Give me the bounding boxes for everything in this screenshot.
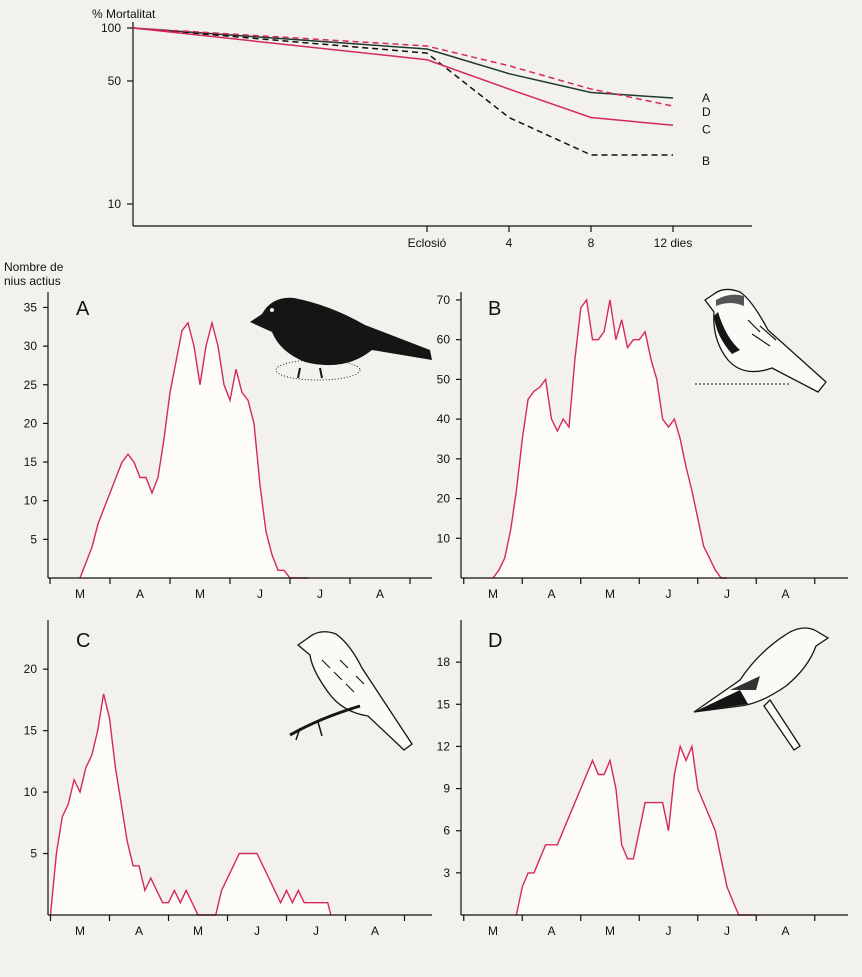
panel-a: Nombre de nius actius A 5 10 15 20 25 30 35 M A M J… <box>4 260 432 601</box>
panel-d-letter: D <box>488 630 502 652</box>
panel-b-month-label-0: M <box>488 587 498 601</box>
panel-a-month-label-1: A <box>136 587 144 601</box>
panel-a-line <box>79 320 308 579</box>
panel-b-month-label-3: J <box>666 587 672 601</box>
panel-d-y-tick-label-3: 3 <box>443 866 450 880</box>
panel-d-line <box>515 743 757 916</box>
mortality-chart: % Mortalitat 100 50 10 Eclosió 4 8 12 dies A B… <box>92 7 752 250</box>
panel-a-month-label-5: A <box>376 587 384 601</box>
panel-a-y-label-line-1: Nombre de <box>4 260 64 274</box>
panel-b-month-label-2: M <box>605 587 615 601</box>
panel-b-y-tick-label-40: 40 <box>437 412 451 426</box>
panel-b-letter: B <box>488 298 501 320</box>
panel-a-y-tick-label-10: 10 <box>24 494 38 508</box>
mortality-x-tick-label-8: 8 <box>588 236 595 250</box>
linnet-illustration <box>693 627 830 751</box>
panel-b-month-label-1: A <box>547 587 555 601</box>
blackbird-illustration <box>250 297 432 381</box>
panel-c-month-label-4: J <box>313 924 319 938</box>
panel-b-line <box>492 298 727 579</box>
panel-d-month-label-0: M <box>488 924 498 938</box>
mortality-y-tick-label-50: 50 <box>108 74 122 88</box>
panel-b-y-tick-label-50: 50 <box>437 372 451 386</box>
panel-c-letter: C <box>76 630 90 652</box>
mortality-series-label-c: C <box>702 122 711 136</box>
panel-c-y-tick-label-20: 20 <box>24 662 38 676</box>
mortality-series-label-b: B <box>702 154 710 168</box>
panel-c-month-label-5: A <box>371 924 379 938</box>
panel-b-y-tick-label-70: 70 <box>437 293 451 307</box>
panel-d-y-tick-label-18: 18 <box>437 655 451 669</box>
panel-b-y-tick-label-10: 10 <box>437 531 451 545</box>
panel-c-y-tick-label-5: 5 <box>30 847 37 861</box>
panel-c-month-label-3: J <box>254 924 260 938</box>
mortality-series-a <box>132 27 674 99</box>
panel-c-month-label-2: M <box>193 924 203 938</box>
panel-b: B 10 20 30 40 50 60 70 M A M J J A <box>437 288 848 601</box>
panel-c-month-label-0: M <box>75 924 85 938</box>
mortality-y-label: % Mortalitat <box>92 7 156 21</box>
panel-d-y-tick-label-6: 6 <box>443 824 450 838</box>
panel-b-y-tick-label-30: 30 <box>437 452 451 466</box>
panel-b-month-label-4: J <box>724 587 730 601</box>
panel-a-y-tick-label-5: 5 <box>30 532 37 546</box>
panel-d-y-tick-label-15: 15 <box>437 697 451 711</box>
panel-a-letter: A <box>76 298 90 320</box>
panel-c-y-tick-label-10: 10 <box>24 785 38 799</box>
panel-d-month-label-4: J <box>724 924 730 938</box>
panel-a-y-tick-label-20: 20 <box>24 416 38 430</box>
panel-a-month-label-3: J <box>257 587 263 601</box>
mortality-series-c <box>132 27 674 127</box>
panel-d-month-label-2: M <box>605 924 615 938</box>
panel-b-y-tick-label-20: 20 <box>437 492 451 506</box>
panel-a-y-label-line-2: nius actius <box>4 274 61 288</box>
panel-a-month-label-4: J <box>317 587 323 601</box>
panel-d: D 3 6 9 12 15 18 M A M J J A <box>437 620 848 938</box>
mortality-x-tick-label-4: 4 <box>506 236 513 250</box>
sparrow-illustration <box>695 288 827 393</box>
mortality-y-tick-label-10: 10 <box>108 197 122 211</box>
panel-c-line <box>49 693 332 916</box>
mortality-series-d <box>132 27 674 107</box>
serin-illustration <box>289 631 413 751</box>
panel-d-month-label-5: A <box>781 924 789 938</box>
panel-b-month-label-5: A <box>781 587 789 601</box>
mortality-x-tick-label-eclosi: Eclosió <box>408 236 447 250</box>
panel-d-area <box>516 746 757 915</box>
mortality-series-label-d: D <box>702 105 711 119</box>
mortality-y-tick-label-100: 100 <box>101 21 121 35</box>
panel-d-y-tick-label-9: 9 <box>443 782 450 796</box>
panel-c-y-tick-label-15: 15 <box>24 724 38 738</box>
panel-a-month-label-0: M <box>75 587 85 601</box>
mortality-series-label-a: A <box>702 91 710 105</box>
panel-c-month-label-1: A <box>135 924 143 938</box>
panel-a-area <box>80 322 308 578</box>
mortality-x-tick-label-12-dies: 12 dies <box>654 236 693 250</box>
panel-d-month-label-1: A <box>547 924 555 938</box>
panel-a-y-tick-label-25: 25 <box>24 378 38 392</box>
panel-a-month-label-2: M <box>195 587 205 601</box>
panel-c: C 5 10 15 20 M A M J J A <box>24 620 432 938</box>
panel-b-area <box>493 299 727 578</box>
panel-a-y-tick-label-15: 15 <box>24 455 38 469</box>
panel-a-y-tick-label-35: 35 <box>24 300 38 314</box>
panel-d-month-label-3: J <box>666 924 672 938</box>
panel-b-y-tick-label-60: 60 <box>437 333 451 347</box>
panel-c-area <box>50 693 331 915</box>
panel-a-y-tick-label-30: 30 <box>24 339 38 353</box>
panel-d-y-tick-label-12: 12 <box>437 739 451 753</box>
